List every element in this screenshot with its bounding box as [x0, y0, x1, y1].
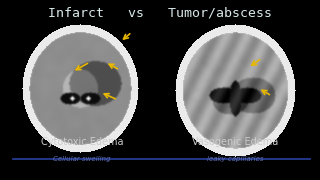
Text: leaky capillaries: leaky capillaries	[207, 156, 263, 162]
Text: Vasogenic Edema: Vasogenic Edema	[192, 137, 278, 147]
Text: Cellular swelling: Cellular swelling	[53, 156, 111, 162]
Text: Cytotoxic Edema: Cytotoxic Edema	[41, 137, 123, 147]
Text: Infarct   vs   Tumor/abscess: Infarct vs Tumor/abscess	[48, 7, 272, 20]
